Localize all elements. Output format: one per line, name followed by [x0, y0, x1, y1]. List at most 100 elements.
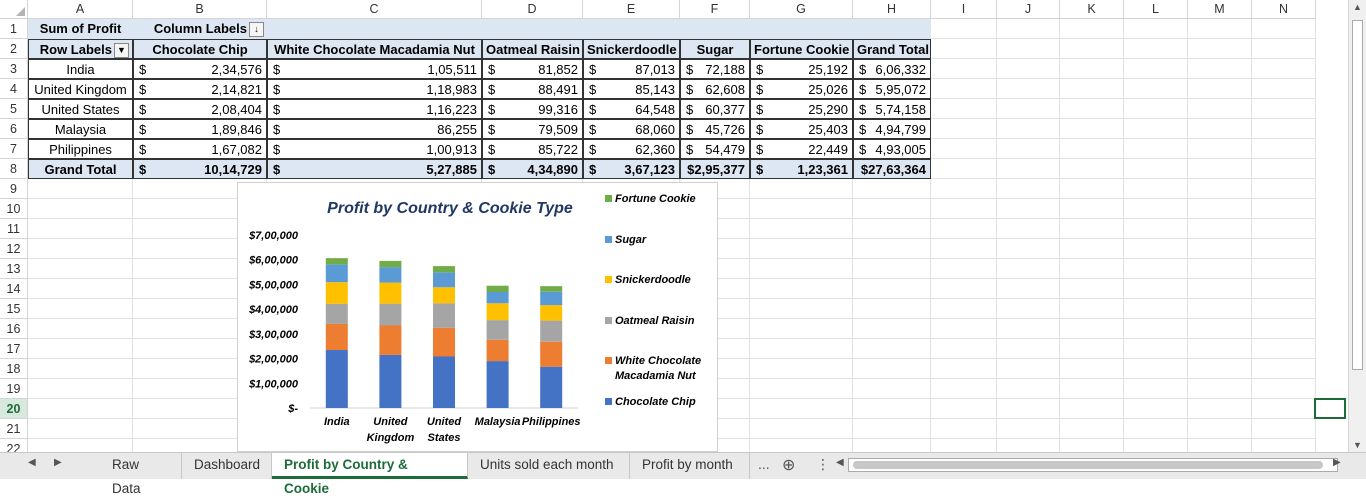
column-header-h[interactable]: H [853, 0, 931, 19]
row-header-4[interactable]: 4 [0, 79, 28, 99]
pivot-value-cell[interactable]: $4,93,005 [853, 139, 931, 159]
pivot-grand-total-cell[interactable]: $27,63,364 [853, 159, 931, 179]
sheet-tab-4[interactable]: Profit by month [630, 453, 750, 479]
active-cell-selection[interactable] [1314, 398, 1346, 419]
pivot-value-cell[interactable]: $6,06,332 [853, 59, 931, 79]
pivot-value-cell[interactable]: $1,67,082 [133, 139, 267, 159]
scroll-left-icon[interactable]: ◀ [836, 457, 844, 468]
pivot-value-cell[interactable]: $25,290 [750, 99, 853, 119]
pivot-row-label[interactable]: Malaysia [28, 119, 133, 139]
sheet-tab-3[interactable]: Units sold each month [468, 453, 630, 479]
pivot-value-cell[interactable]: $1,18,983 [267, 79, 482, 99]
column-header-f[interactable]: F [680, 0, 750, 19]
row-header-9[interactable]: 9 [0, 179, 28, 199]
pivot-value-cell[interactable]: $54,479 [680, 139, 750, 159]
pivot-grand-total-cell[interactable]: $2,95,377 [680, 159, 750, 179]
column-header-n[interactable]: N [1252, 0, 1316, 19]
row-header-21[interactable]: 21 [0, 419, 28, 439]
pivot-value-cell[interactable]: $68,060 [583, 119, 680, 139]
pivot-value-cell[interactable]: $5,95,072 [853, 79, 931, 99]
row-header-17[interactable]: 17 [0, 339, 28, 359]
pivot-row-label[interactable]: India [28, 59, 133, 79]
row-header-7[interactable]: 7 [0, 139, 28, 159]
column-header-a[interactable]: A [28, 0, 133, 19]
pivot-header-3[interactable]: Snickerdoodle [583, 39, 680, 59]
pivot-header-1[interactable]: White Chocolate Macadamia Nut [267, 39, 482, 59]
pivot-value-cell[interactable]: $62,360 [583, 139, 680, 159]
row-header-11[interactable]: 11 [0, 219, 28, 239]
pivot-value-cell[interactable]: $2,08,404 [133, 99, 267, 119]
row-filter-icon[interactable]: ▼ [114, 43, 129, 58]
pivot-grand-total-cell[interactable]: $4,34,890 [482, 159, 583, 179]
column-header-b[interactable]: B [133, 0, 267, 19]
horizontal-scrollbar[interactable] [848, 458, 1338, 472]
scroll-down-icon[interactable]: ▼ [1353, 440, 1362, 450]
pivot-value-label[interactable]: Sum of Profit [28, 19, 133, 39]
pivot-value-cell[interactable]: $64,548 [583, 99, 680, 119]
pivot-value-cell[interactable]: $79,509 [482, 119, 583, 139]
prev-sheet-icon[interactable]: ◀ [28, 457, 36, 468]
column-header-c[interactable]: C [267, 0, 482, 19]
pivot-value-cell[interactable]: $1,16,223 [267, 99, 482, 119]
vertical-scrollbar[interactable]: ▲ ▼ [1348, 0, 1366, 452]
pivot-value-cell[interactable]: $1,89,846 [133, 119, 267, 139]
column-header-m[interactable]: M [1188, 0, 1252, 19]
horizontal-scroll-thumb[interactable] [853, 461, 1323, 469]
add-sheet-icon[interactable]: ⊕ [782, 457, 796, 474]
pivot-value-cell[interactable]: $1,05,511 [267, 59, 482, 79]
column-header-g[interactable]: G [750, 0, 853, 19]
pivot-value-cell[interactable]: $81,852 [482, 59, 583, 79]
column-header-e[interactable]: E [583, 0, 680, 19]
pivot-grand-total-cell[interactable]: $1,23,361 [750, 159, 853, 179]
pivot-header-0[interactable]: Chocolate Chip [133, 39, 267, 59]
sheet-tab-1[interactable]: Dashboard [182, 453, 272, 479]
pivot-value-cell[interactable]: $86,255 [267, 119, 482, 139]
pivot-grand-total-cell[interactable]: $5,27,885 [267, 159, 482, 179]
row-header-10[interactable]: 10 [0, 199, 28, 219]
column-header-j[interactable]: J [997, 0, 1060, 19]
row-header-3[interactable]: 3 [0, 59, 28, 79]
pivot-value-cell[interactable]: $25,403 [750, 119, 853, 139]
pivot-value-cell[interactable]: $99,316 [482, 99, 583, 119]
more-tabs[interactable]: ... [758, 456, 770, 472]
row-header-15[interactable]: 15 [0, 299, 28, 319]
pivot-value-cell[interactable]: $62,608 [680, 79, 750, 99]
row-header-13[interactable]: 13 [0, 259, 28, 279]
sheet-tab-0[interactable]: Raw Data [100, 453, 182, 496]
next-sheet-icon[interactable]: ▶ [54, 457, 62, 468]
pivot-value-cell[interactable]: $25,026 [750, 79, 853, 99]
options-dots-icon[interactable]: ⋮ [816, 456, 830, 472]
pivot-value-cell[interactable]: $2,34,576 [133, 59, 267, 79]
column-header-d[interactable]: D [482, 0, 583, 19]
sheet-tab-2[interactable]: Profit by Country & Cookie [272, 453, 468, 496]
pivot-row-labels[interactable]: Row Labels ▼ [28, 39, 133, 59]
column-header-k[interactable]: K [1060, 0, 1124, 19]
pivot-value-cell[interactable]: $2,14,821 [133, 79, 267, 99]
pivot-header-2[interactable]: Oatmeal Raisin [482, 39, 583, 59]
pivot-header-6[interactable]: Grand Total [853, 39, 931, 59]
pivot-row-label[interactable]: United Kingdom [28, 79, 133, 99]
pivot-value-cell[interactable]: $72,188 [680, 59, 750, 79]
pivot-value-cell[interactable]: $85,143 [583, 79, 680, 99]
stacked-bar-chart[interactable]: Profit by Country & Cookie Type $- $1,00,0… [237, 182, 718, 452]
row-header-8[interactable]: 8 [0, 159, 28, 179]
pivot-value-cell[interactable]: $22,449 [750, 139, 853, 159]
pivot-value-cell[interactable]: $45,726 [680, 119, 750, 139]
pivot-value-cell[interactable]: $87,013 [583, 59, 680, 79]
scroll-right-icon[interactable]: ▶ [1333, 457, 1341, 468]
select-all-corner[interactable] [0, 0, 28, 19]
row-header-2[interactable]: 2 [0, 39, 28, 59]
pivot-value-cell[interactable]: $4,94,799 [853, 119, 931, 139]
pivot-value-cell[interactable]: $5,74,158 [853, 99, 931, 119]
pivot-grand-total-cell[interactable]: $10,14,729 [133, 159, 267, 179]
scroll-up-icon[interactable]: ▲ [1353, 2, 1362, 12]
column-header-l[interactable]: L [1124, 0, 1188, 19]
pivot-value-cell[interactable]: $25,192 [750, 59, 853, 79]
pivot-value-cell[interactable]: $1,00,913 [267, 139, 482, 159]
row-header-12[interactable]: 12 [0, 239, 28, 259]
pivot-value-cell[interactable]: $88,491 [482, 79, 583, 99]
pivot-row-label[interactable]: Philippines [28, 139, 133, 159]
row-header-14[interactable]: 14 [0, 279, 28, 299]
row-header-20[interactable]: 20 [0, 399, 28, 419]
row-header-18[interactable]: 18 [0, 359, 28, 379]
